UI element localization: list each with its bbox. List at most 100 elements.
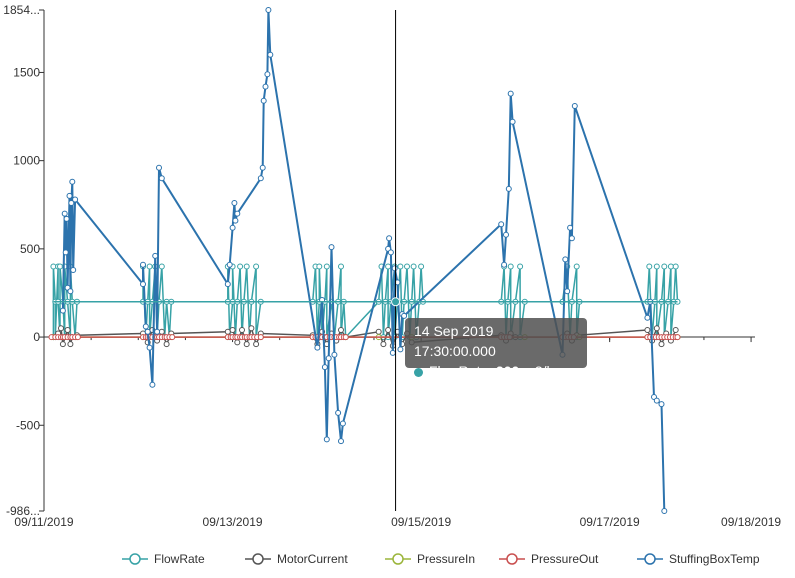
data-point bbox=[156, 164, 162, 171]
data-point bbox=[253, 341, 260, 348]
data-point bbox=[498, 221, 505, 228]
data-point bbox=[507, 263, 514, 270]
data-point bbox=[158, 263, 165, 270]
tooltip-series-label: FlowRate: bbox=[429, 363, 493, 379]
data-point bbox=[67, 288, 74, 295]
data-point bbox=[571, 103, 578, 109]
data-point bbox=[658, 401, 665, 408]
data-point bbox=[335, 409, 342, 416]
data-point bbox=[260, 97, 267, 104]
data-point bbox=[505, 185, 512, 192]
tooltip-value: 200 bbox=[495, 363, 520, 379]
data-point bbox=[568, 235, 575, 242]
data-point bbox=[501, 261, 508, 268]
legend-item-StuffingBoxTemp[interactable]: StuffingBoxTemp bbox=[637, 552, 760, 566]
x-tick-label: 09/11/2019 bbox=[14, 515, 73, 529]
data-point bbox=[380, 341, 387, 348]
data-point bbox=[385, 263, 392, 270]
y-tick-label: 0 bbox=[33, 330, 40, 344]
data-point bbox=[503, 231, 509, 238]
data-point bbox=[564, 288, 571, 295]
crosshair bbox=[391, 10, 401, 511]
data-point bbox=[404, 263, 410, 270]
data-point bbox=[264, 71, 271, 78]
data-point bbox=[152, 252, 159, 259]
data-point bbox=[314, 344, 321, 351]
data-point bbox=[140, 261, 146, 268]
axes: -986... -500 0 500 1000 1500 1854... 09/11/2019… bbox=[3, 3, 781, 529]
data-point bbox=[672, 263, 679, 270]
data-point bbox=[61, 210, 68, 217]
legend-marker bbox=[252, 553, 264, 565]
legend-label: MotorCurrent bbox=[277, 552, 348, 566]
data-point bbox=[142, 323, 149, 330]
data-point bbox=[397, 346, 404, 353]
data-point bbox=[58, 325, 64, 332]
x-tick-label: 09/17/2019 bbox=[580, 515, 640, 529]
data-point bbox=[507, 90, 514, 97]
data-point bbox=[146, 344, 153, 351]
data-point bbox=[509, 118, 516, 125]
data-point bbox=[59, 307, 66, 314]
data-point bbox=[667, 263, 674, 270]
data-point bbox=[72, 196, 79, 203]
legend-label: PressureOut bbox=[531, 552, 599, 566]
legend-item-MotorCurrent[interactable]: MotorCurrent bbox=[245, 552, 348, 566]
data-point bbox=[653, 263, 660, 270]
data-point bbox=[224, 328, 231, 335]
data-point bbox=[653, 325, 660, 332]
y-tick-label: 1500 bbox=[13, 65, 40, 79]
tooltip-title: 14 Sep 2019 17:30:00.000 bbox=[414, 323, 496, 359]
series-layer bbox=[48, 7, 681, 514]
data-point bbox=[644, 327, 651, 333]
data-point bbox=[267, 51, 274, 58]
data-point bbox=[146, 263, 153, 270]
data-point bbox=[342, 334, 349, 341]
x-tick-label: 09/15/2019 bbox=[391, 515, 451, 529]
data-point bbox=[397, 263, 404, 270]
data-point bbox=[562, 256, 569, 263]
data-point bbox=[331, 351, 338, 358]
series-StuffingBoxTemp bbox=[59, 7, 668, 514]
data-point bbox=[59, 341, 66, 348]
legend-marker bbox=[392, 553, 404, 565]
legend-item-FlowRate[interactable]: FlowRate bbox=[122, 552, 205, 566]
data-point bbox=[386, 235, 393, 242]
data-point bbox=[70, 267, 77, 273]
data-point bbox=[672, 327, 679, 333]
data-point bbox=[158, 175, 165, 182]
data-point bbox=[226, 261, 233, 268]
tooltip-series-dot bbox=[414, 367, 423, 377]
data-point bbox=[248, 325, 255, 332]
data-point bbox=[418, 263, 425, 270]
y-tick-label: 1000 bbox=[13, 154, 40, 168]
data-point bbox=[259, 164, 266, 171]
data-point bbox=[163, 341, 170, 348]
data-point bbox=[389, 349, 396, 356]
data-point bbox=[237, 263, 244, 270]
legend-item-PressureIn[interactable]: PressureIn bbox=[385, 552, 475, 566]
data-point bbox=[62, 249, 69, 256]
data-point bbox=[658, 341, 665, 348]
data-point bbox=[394, 279, 401, 286]
data-point bbox=[325, 355, 332, 362]
data-point bbox=[69, 178, 76, 185]
data-point bbox=[339, 420, 346, 427]
data-point bbox=[243, 263, 250, 270]
x-tick-label: 09/18/2019 bbox=[721, 515, 781, 529]
legend-label: StuffingBoxTemp bbox=[669, 552, 760, 566]
data-point bbox=[391, 265, 398, 272]
data-point bbox=[387, 249, 394, 256]
data-point bbox=[149, 381, 156, 388]
data-point bbox=[74, 334, 81, 341]
data-point bbox=[224, 281, 231, 288]
data-point bbox=[231, 200, 238, 206]
legend-item-PressureOut[interactable]: PressureOut bbox=[499, 552, 599, 566]
data-point bbox=[338, 263, 344, 270]
legend-label: PressureIn bbox=[417, 552, 475, 566]
data-point bbox=[567, 224, 574, 231]
legend-label: FlowRate bbox=[154, 552, 205, 566]
data-point bbox=[169, 334, 176, 341]
data-point bbox=[644, 314, 651, 321]
